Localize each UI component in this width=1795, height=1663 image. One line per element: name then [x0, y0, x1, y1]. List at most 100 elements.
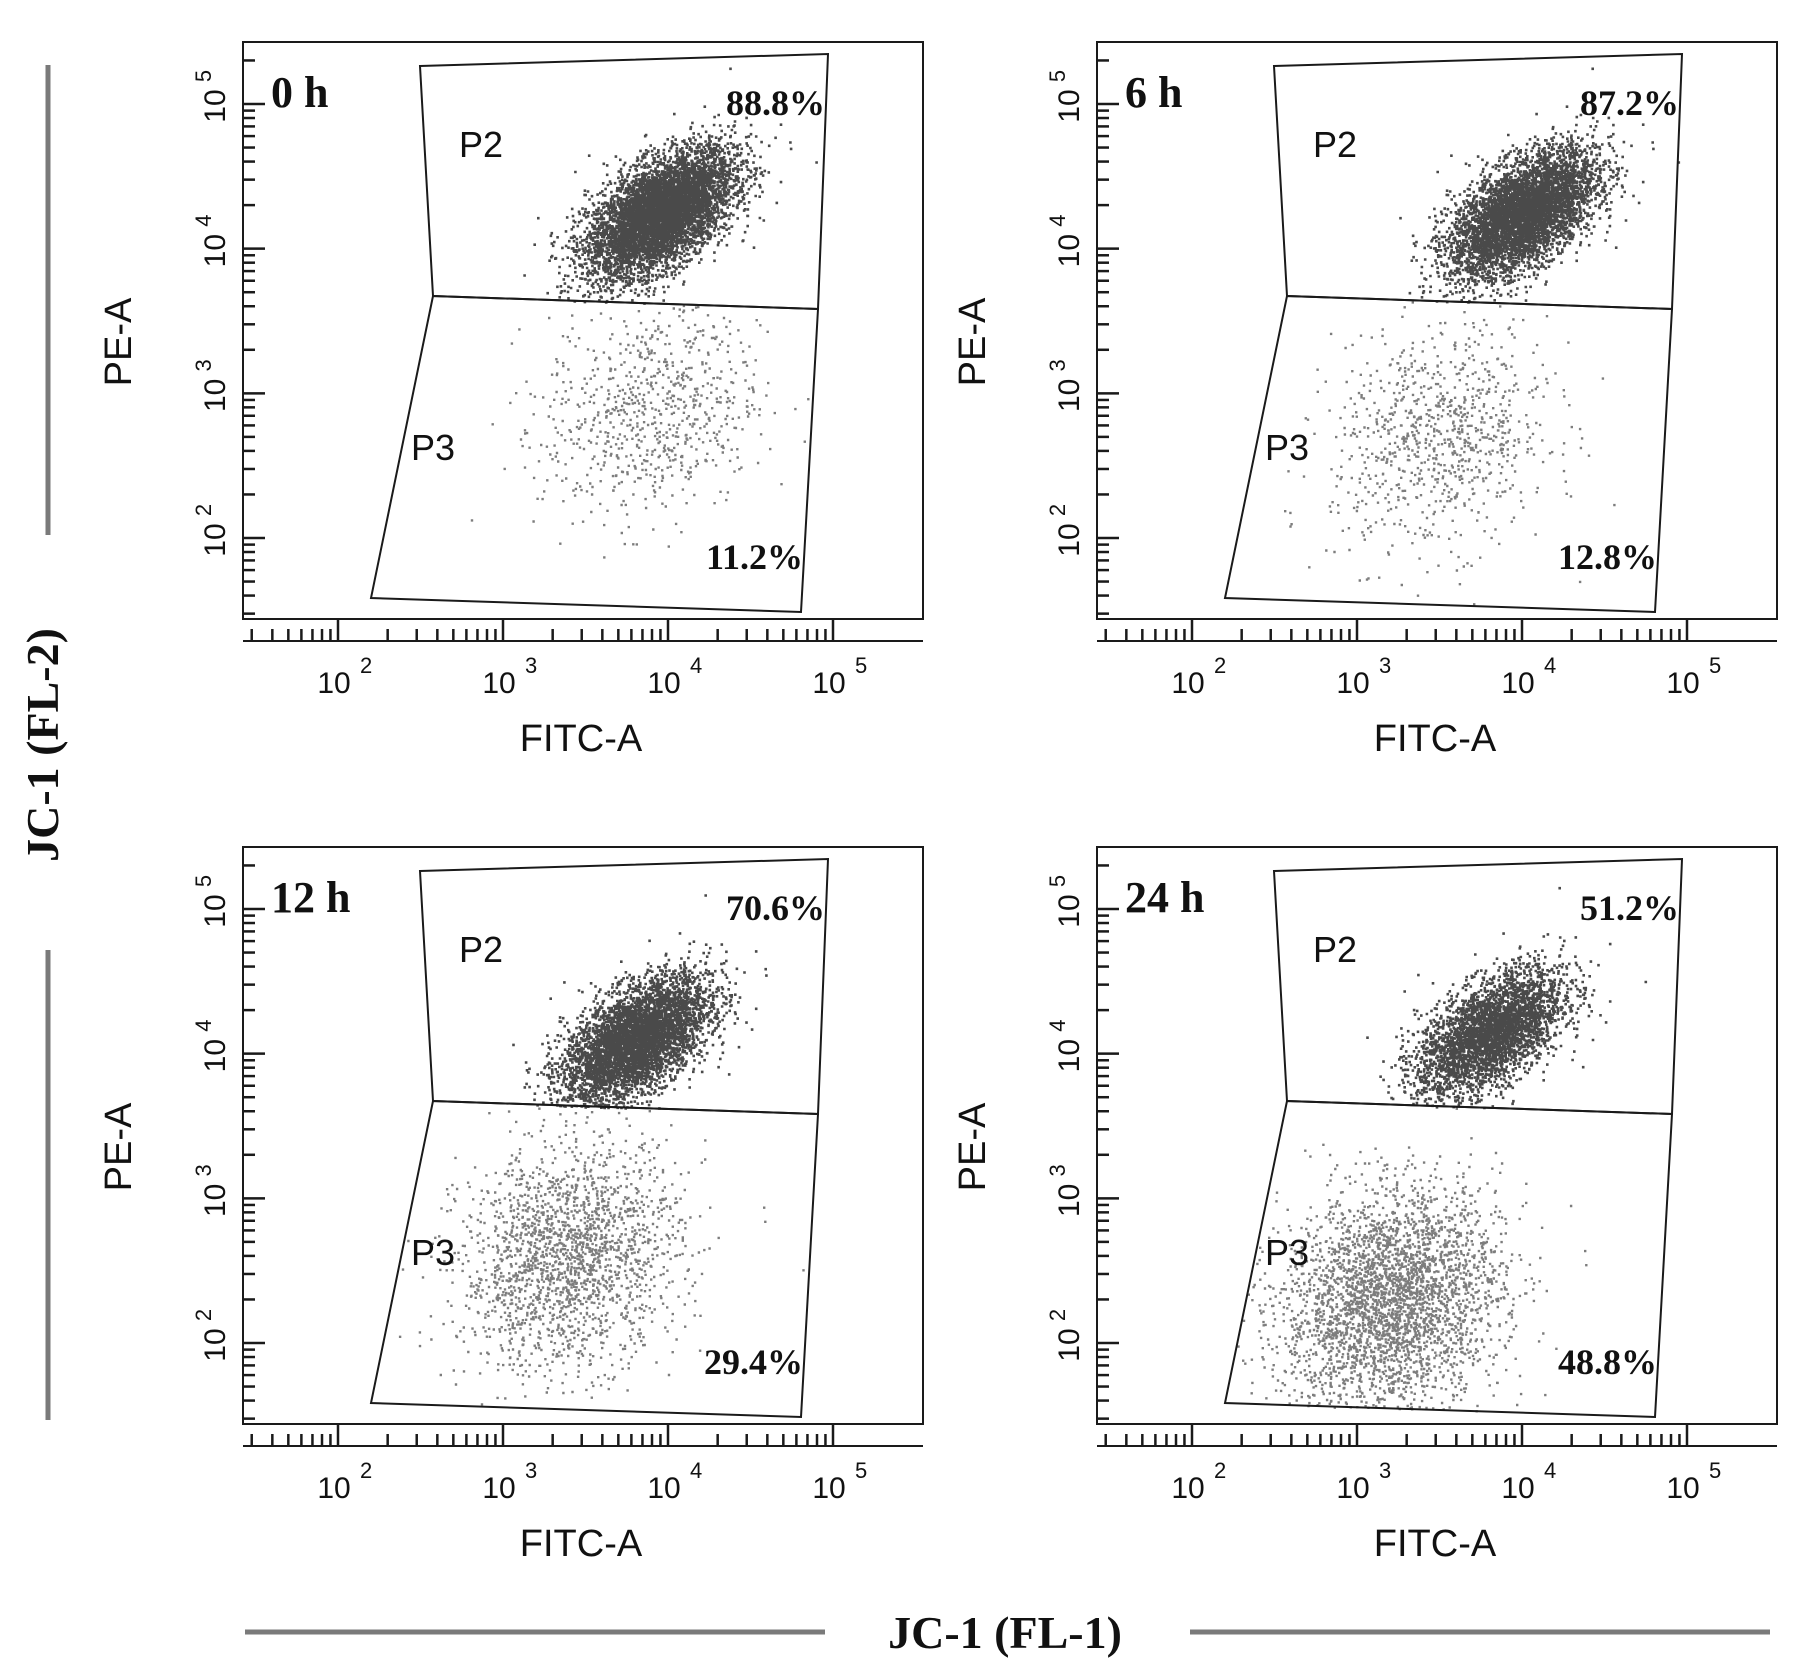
y-tick-label: 10 [199, 1328, 232, 1361]
y-tick-label: 10 [1053, 523, 1086, 556]
y-tick-exponent: 3 [1045, 1164, 1070, 1176]
y-tick-exponent: 3 [191, 1164, 216, 1176]
panel-6h: 6 hP2P387.2%12.8%102103104105FITC-A10210… [952, 41, 1778, 760]
gate-name-p3: P3 [1265, 427, 1309, 468]
y-axis-label: PE-A [952, 297, 994, 386]
x-tick-exponent: 5 [1709, 653, 1721, 678]
x-tick-label: 10 [1666, 667, 1699, 700]
x-tick-exponent: 3 [1379, 653, 1391, 678]
x-axis: 10 2 10 3 10 4 10 5 FITC-A [243, 619, 923, 760]
gate-percent-p2: 70.6% [726, 888, 825, 928]
x-tick-label: 10 [317, 1472, 350, 1505]
gate-name-p3: P3 [411, 1232, 455, 1273]
y-tick-label: 10 [1053, 234, 1086, 267]
y-caption: JC-1 (FL-2) [17, 628, 68, 862]
y-axis: 10 2 10 3 10 4 10 5 PE-A [952, 59, 1119, 615]
panel-label: 6 h [1125, 68, 1182, 117]
x-tick-exponent: 2 [1214, 1458, 1226, 1483]
y-tick-exponent: 4 [191, 1020, 216, 1032]
scatter-points [1237, 886, 1648, 1413]
plot-frame [1096, 846, 1778, 1425]
y-tick-exponent: 2 [191, 504, 216, 516]
x-tick-label: 10 [1336, 1472, 1369, 1505]
x-tick-label: 10 [1171, 1472, 1204, 1505]
p2-population [1399, 67, 1681, 304]
x-tick-exponent: 2 [360, 1458, 372, 1483]
x-tick-label: 10 [317, 667, 350, 700]
x-tick-exponent: 4 [690, 653, 702, 678]
panels: 0 hP2P388.8%11.2%102103104105FITC-A10210… [98, 41, 1778, 1565]
gate-name-p3: P3 [1265, 1232, 1309, 1273]
gate-p3[interactable] [1223, 1099, 1674, 1419]
gate-name-p2: P2 [1313, 124, 1357, 165]
plot-frame [242, 846, 924, 1425]
y-axis-label: PE-A [98, 1102, 140, 1191]
x-tick-exponent: 5 [855, 653, 867, 678]
y-axis-label: PE-A [98, 297, 140, 386]
x-caption: JC-1 (FL-1) [888, 1607, 1122, 1658]
y-tick-label: 10 [1053, 894, 1086, 927]
panel-24h: 24 hP2P351.2%48.8%102103104105FITC-A1021… [952, 846, 1778, 1565]
x-tick-label: 10 [1501, 1472, 1534, 1505]
y-tick-exponent: 2 [1045, 1309, 1070, 1321]
gate-percent-p3: 48.8% [1558, 1342, 1657, 1382]
p3-population [398, 1107, 805, 1406]
panel-label: 0 h [271, 68, 328, 117]
x-axis-label: FITC-A [520, 1523, 643, 1565]
y-tick-label: 10 [199, 379, 232, 412]
gate-percent-p2: 87.2% [1580, 83, 1679, 123]
p3-population [1237, 1107, 1588, 1413]
gate-p3[interactable] [369, 1099, 820, 1419]
y-tick-exponent: 3 [1045, 359, 1070, 371]
gate-percent-p3: 12.8% [1558, 537, 1657, 577]
panel-label: 12 h [271, 873, 350, 922]
x-axis: 10 2 10 3 10 4 10 5 FITC-A [1097, 619, 1777, 760]
y-tick-exponent: 4 [1045, 1020, 1070, 1032]
x-tick-label: 10 [812, 1472, 845, 1505]
x-tick-label: 10 [1336, 667, 1369, 700]
y-tick-label: 10 [199, 89, 232, 122]
p3-population [470, 304, 810, 559]
x-tick-label: 10 [647, 667, 680, 700]
x-tick-exponent: 3 [525, 1458, 537, 1483]
gate-percent-p3: 11.2% [706, 537, 803, 577]
plot-frame [1096, 41, 1778, 620]
x-tick-label: 10 [1501, 667, 1534, 700]
panel-label: 24 h [1125, 873, 1204, 922]
y-tick-label: 10 [1053, 1184, 1086, 1217]
x-tick-label: 10 [1171, 667, 1204, 700]
y-tick-exponent: 4 [191, 215, 216, 227]
x-axis-label: FITC-A [1374, 1523, 1497, 1565]
x-tick-exponent: 3 [1379, 1458, 1391, 1483]
scatter-points [470, 67, 818, 559]
y-axis: 10 2 10 3 10 4 10 5 PE-A [98, 59, 265, 615]
x-tick-exponent: 4 [690, 1458, 702, 1483]
gate-name-p3: P3 [411, 427, 455, 468]
x-tick-exponent: 2 [1214, 653, 1226, 678]
y-tick-exponent: 5 [1045, 875, 1070, 887]
gate-name-p2: P2 [459, 124, 503, 165]
x-tick-exponent: 4 [1544, 653, 1556, 678]
y-axis: 10 2 10 3 10 4 10 5 PE-A [98, 864, 265, 1420]
gate-percent-p2: 51.2% [1580, 888, 1679, 928]
y-tick-exponent: 4 [1045, 215, 1070, 227]
x-tick-label: 10 [647, 1472, 680, 1505]
x-tick-exponent: 4 [1544, 1458, 1556, 1483]
y-tick-label: 10 [1053, 1039, 1086, 1072]
gate-name-p2: P2 [1313, 929, 1357, 970]
gate-percent-p3: 29.4% [704, 1342, 803, 1382]
gate-p3[interactable] [1223, 294, 1674, 614]
y-tick-exponent: 3 [191, 359, 216, 371]
gate-p3[interactable] [369, 294, 820, 614]
y-tick-label: 10 [1053, 1328, 1086, 1361]
p2-population [523, 67, 818, 305]
x-tick-label: 10 [1666, 1472, 1699, 1505]
y-tick-label: 10 [199, 234, 232, 267]
y-tick-exponent: 5 [191, 875, 216, 887]
x-tick-label: 10 [482, 667, 515, 700]
y-tick-exponent: 5 [191, 70, 216, 82]
x-tick-exponent: 5 [855, 1458, 867, 1483]
x-tick-label: 10 [812, 667, 845, 700]
x-tick-label: 10 [482, 1472, 515, 1505]
x-tick-exponent: 3 [525, 653, 537, 678]
